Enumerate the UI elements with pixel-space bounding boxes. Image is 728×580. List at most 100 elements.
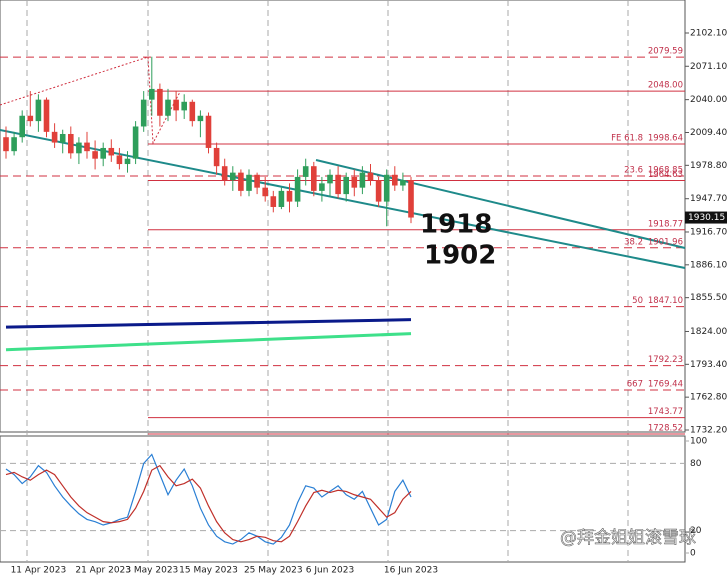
annotation: 1918 xyxy=(420,210,492,240)
moving-average xyxy=(5,332,412,352)
level-prefix: 667 xyxy=(627,380,643,390)
level-label: 1998.64 xyxy=(648,134,683,144)
candle-body xyxy=(27,115,34,122)
candle-body xyxy=(149,88,155,100)
moving-average xyxy=(5,318,412,329)
trend-line xyxy=(0,129,686,269)
level-label: 1918.77 xyxy=(648,219,683,229)
level-label: 2048.00 xyxy=(648,81,683,91)
y-tick-label: 1762.80 xyxy=(690,393,727,403)
level-label: 1728.52 xyxy=(648,423,683,433)
x-tick-label: 21 Apr 2023 xyxy=(75,566,131,576)
candle-body xyxy=(302,166,309,177)
candle-body xyxy=(294,176,301,202)
candle-body xyxy=(76,142,82,154)
candle-body xyxy=(43,99,50,132)
x-tick-label: 16 Jun 2023 xyxy=(384,566,438,576)
level-label: 1743.77 xyxy=(648,407,683,417)
y-tick-label: 1886.10 xyxy=(690,260,727,270)
candle-body xyxy=(375,180,382,202)
level-prefix: 38.2 xyxy=(624,237,643,247)
candle-body xyxy=(392,174,398,186)
candle-body xyxy=(408,180,414,218)
level-label: 1792.23 xyxy=(648,355,683,365)
candle-body xyxy=(367,172,374,181)
x-tick-label: 25 May 2023 xyxy=(244,566,303,576)
candle-body xyxy=(100,147,106,159)
candle-body xyxy=(319,183,325,191)
candle-body xyxy=(19,115,25,138)
candle-body xyxy=(132,126,139,159)
y-tick-label: 2009.40 xyxy=(690,128,727,138)
x-tick-label: 11 Apr 2023 xyxy=(11,566,67,576)
candle-body xyxy=(68,133,74,154)
candle-body xyxy=(165,99,171,116)
annotation: 1902 xyxy=(424,241,496,271)
candle-body xyxy=(84,142,90,152)
stoch-tick-label: 0 xyxy=(690,549,696,559)
candle-body xyxy=(359,172,366,188)
candle-body xyxy=(108,147,115,156)
trend-line xyxy=(315,159,686,249)
level-prefix: 23.6 xyxy=(624,166,643,176)
stoch-line xyxy=(5,464,412,543)
candle-body xyxy=(327,174,333,184)
y-tick-label: 2040.00 xyxy=(690,95,727,105)
fibo-line xyxy=(0,56,181,145)
stochastic-panel xyxy=(0,435,686,563)
level-label: 2079.59 xyxy=(648,47,683,57)
candle-body xyxy=(213,147,220,167)
candle-body xyxy=(181,101,187,111)
candle-body xyxy=(116,155,123,165)
y-tick-label: 1824.00 xyxy=(690,327,727,337)
candle-body xyxy=(335,174,341,195)
candle-body xyxy=(383,174,390,202)
candle-body xyxy=(238,172,244,191)
y-tick-label: 2102.10 xyxy=(690,29,727,39)
candle-body xyxy=(59,133,66,143)
candle-body xyxy=(124,158,131,165)
stoch-tick-label: 20 xyxy=(690,526,702,536)
stoch-line xyxy=(5,453,412,545)
level-prefix: FE 61.8 xyxy=(611,134,643,144)
level-label: 1847.10 xyxy=(648,296,683,306)
y-tick-label: 1732.20 xyxy=(690,426,727,436)
candle-body xyxy=(205,115,212,148)
candle-body xyxy=(221,166,228,181)
level-label: 1964.63 xyxy=(648,170,683,180)
candle-body xyxy=(157,88,163,116)
y-tick-label: 1793.40 xyxy=(690,360,727,370)
candle-body xyxy=(311,166,317,191)
stoch-tick-label: 100 xyxy=(690,437,707,447)
candle-body xyxy=(286,190,293,202)
candle-body xyxy=(140,99,147,127)
candle-body xyxy=(254,174,260,188)
candle-body xyxy=(270,196,277,207)
candle-body xyxy=(92,151,98,159)
y-tick-label: 1916.70 xyxy=(690,227,727,237)
candle-body xyxy=(262,187,268,197)
candle-body xyxy=(51,131,58,143)
candle-body xyxy=(35,99,42,122)
y-tick-label: 1947.70 xyxy=(690,194,727,204)
x-tick-label: 15 May 2023 xyxy=(179,566,238,576)
candle-body xyxy=(189,101,196,122)
candle-body xyxy=(11,137,17,152)
y-tick-label: 1978.80 xyxy=(690,161,727,171)
candle-body xyxy=(351,176,358,188)
current-price-label: 1930.15 xyxy=(688,213,725,223)
stoch-tick-label: 80 xyxy=(690,459,702,469)
level-label: 1901.96 xyxy=(648,237,683,247)
x-tick-label: 3 May 2023 xyxy=(125,566,178,576)
candle-body xyxy=(278,190,285,207)
current-price-box xyxy=(685,211,727,224)
level-prefix: 50 xyxy=(632,296,643,306)
x-tick-label: 6 Jun 2023 xyxy=(306,566,354,576)
candle-body xyxy=(3,137,9,152)
vertical-grid xyxy=(26,0,629,562)
candle-body xyxy=(230,172,236,181)
candle-body xyxy=(173,99,179,111)
candle-body xyxy=(197,115,204,122)
candle-body xyxy=(246,174,252,191)
candle-body xyxy=(400,180,406,186)
